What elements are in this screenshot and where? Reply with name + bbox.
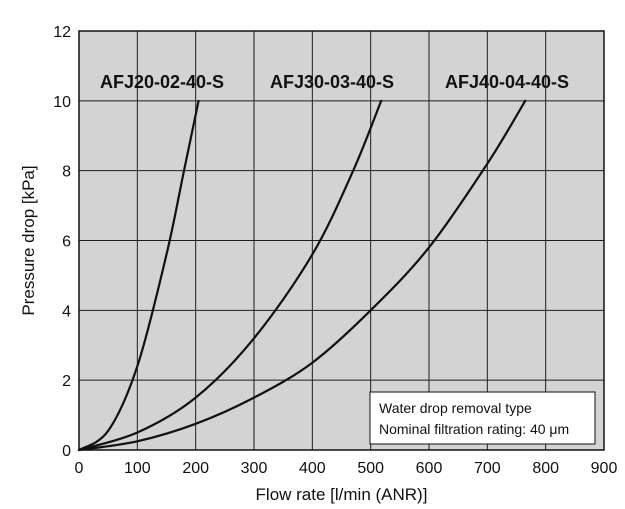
y-tick-label: 6 bbox=[62, 234, 71, 251]
tick-labels: 0 100 200 300 400 500 600 700 800 900 0 2 4 6 8 10 12 bbox=[53, 24, 617, 477]
y-tick-label: 12 bbox=[53, 24, 71, 41]
y-tick-label: 2 bbox=[62, 373, 71, 390]
x-tick-label: 900 bbox=[591, 460, 618, 477]
y-tick-label: 8 bbox=[62, 164, 71, 181]
series-line-1 bbox=[77, 99, 200, 452]
annotation-line-2: Nominal filtration rating: 40 μm bbox=[379, 421, 569, 437]
grid-lines bbox=[79, 31, 604, 450]
x-tick-label: 0 bbox=[75, 460, 84, 477]
plot-frame bbox=[78, 30, 605, 451]
x-tick-label: 300 bbox=[241, 460, 268, 477]
x-tick-label: 500 bbox=[357, 460, 384, 477]
curves bbox=[77, 99, 527, 452]
y-axis-label: Pressure drop [kPa] bbox=[19, 165, 38, 315]
y-tick-label: 4 bbox=[62, 303, 71, 320]
series-label-1: AFJ20-02-40-S bbox=[100, 72, 224, 92]
x-tick-label: 600 bbox=[416, 460, 443, 477]
x-axis-label: Flow rate [l/min (ANR)] bbox=[256, 485, 428, 504]
x-tick-label: 200 bbox=[182, 460, 209, 477]
series-labels: AFJ20-02-40-S AFJ30-03-40-S AFJ40-04-40-S bbox=[100, 72, 569, 92]
x-tick-label: 700 bbox=[474, 460, 501, 477]
series-line-3 bbox=[77, 99, 527, 452]
x-tick-label: 800 bbox=[532, 460, 559, 477]
annotation-line-1: Water drop removal type bbox=[379, 400, 532, 416]
annotation-box: Water drop removal type Nominal filtrati… bbox=[369, 391, 596, 445]
y-tick-label: 0 bbox=[62, 443, 71, 460]
y-tick-label: 10 bbox=[53, 94, 71, 111]
series-line-2 bbox=[77, 99, 383, 452]
series-label-3: AFJ40-04-40-S bbox=[445, 72, 569, 92]
series-label-2: AFJ30-03-40-S bbox=[270, 72, 394, 92]
annotation-rect bbox=[369, 391, 596, 445]
x-tick-label: 100 bbox=[124, 460, 151, 477]
x-tick-label: 400 bbox=[299, 460, 326, 477]
